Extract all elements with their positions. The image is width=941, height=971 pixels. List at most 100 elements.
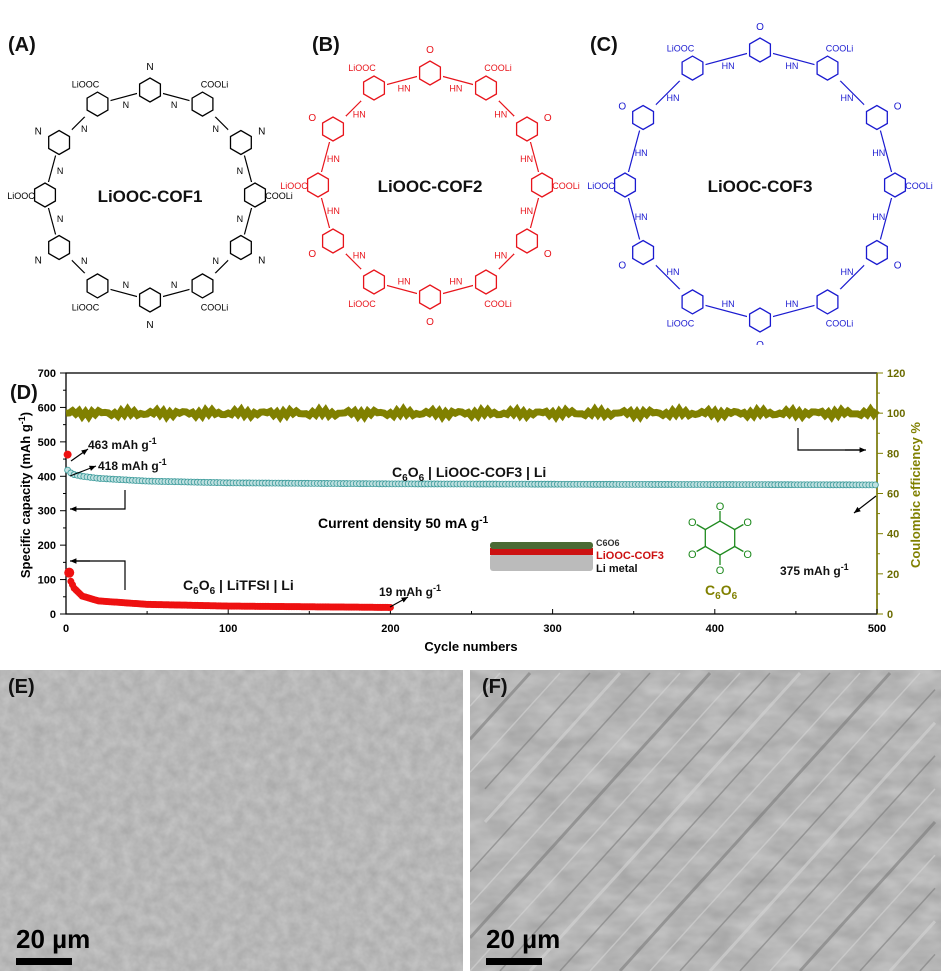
y2-tick-label: 20 [887,569,899,581]
surface-streak [470,672,681,906]
ring [632,239,655,266]
surface-streak [708,721,937,971]
substituent-label: COOLi [905,181,933,191]
ketone-label: O [756,340,764,345]
surface-streak [484,672,591,790]
scale-bar-label: 20 µm [16,924,91,954]
litfsi-series [63,450,394,611]
y-tick-label: 500 [38,437,56,449]
panel-label-e: (E) [8,676,35,698]
link-label: N [81,124,88,134]
panel-label-a: (A) [8,34,36,56]
y2-axis-label: Coulombic efficiency % [908,422,923,568]
link-label: HN [840,267,853,277]
arrow-head [89,465,96,471]
oxygen-label: O [688,517,697,529]
layer-label: Li metal [596,563,638,575]
surface-streak [679,689,936,971]
ring [474,75,498,101]
surface-streak [769,788,936,971]
oxygen-label: O [743,517,752,529]
link-label: HN [353,251,366,261]
link-label: HN [520,206,533,216]
ring [748,307,772,333]
x-tick-label: 500 [868,623,886,635]
ketone-label: O [618,102,626,113]
link-label: HN [449,83,462,93]
annotation-19: 19 mAh g-1 [379,583,441,599]
surface-streak [528,671,802,971]
ring [418,60,442,86]
surface-streak [470,671,712,939]
ketone-label: O [894,261,902,272]
surface-streak [829,854,936,971]
ketone-label: O [618,261,626,272]
ring [816,289,839,315]
link-label: HN [785,299,798,309]
cof-structures: N N COOLi N N N COOLi N N N COOLi N N N LiOOC N N N LiOOC N… [7,22,933,345]
ring [86,91,109,117]
annotation-463: 463 mAh g-1 [88,436,157,452]
panel-label-f: (F) [482,676,508,698]
link-label: HN [520,154,533,164]
ring [816,55,839,81]
surface-streak [470,671,532,741]
y-tick-label: 300 [38,506,56,518]
link-label: HN [635,148,648,158]
ketone-label: O [544,249,552,260]
link-label: HN [667,93,680,103]
c6o6-label: C6O6 [705,582,738,602]
ring [681,289,704,315]
ring [515,228,539,254]
link-label: HN [327,154,340,164]
oxygen-label: O [688,549,697,561]
substituent-label: COOLi [265,191,293,201]
substituent-label: LiOOC [348,63,376,73]
panel-label-c: (C) [590,34,618,56]
surface-streak [618,671,892,971]
substituent-label: LiOOC [7,191,35,201]
scale-bar [486,958,542,965]
ring [138,287,162,313]
y2-tick-label: 60 [887,489,899,501]
substituent-label: COOLi [826,319,854,329]
substituent-label: COOLi [484,299,512,309]
link-label: HN [494,251,507,261]
ring [704,520,736,556]
structure-1: N N COOLi N N N COOLi N N N COOLi N N N LiOOC N N N LiOOC N… [7,62,293,331]
c6o6-molecule: O O O O O O [688,501,752,577]
arrow-head [401,597,408,603]
y-tick-label: 700 [38,368,56,380]
link-label: HN [872,212,885,222]
x-tick-label: 0 [63,623,69,635]
ring [748,37,772,63]
ketone-label: O [544,113,552,124]
data-point [64,567,75,578]
substituent-label: LiOOC [587,181,615,191]
y-tick-label: 600 [38,402,56,414]
link-label: N [171,100,178,110]
y2-tick-label: 80 [887,448,899,460]
x-tick-label: 400 [706,623,724,635]
link-label: HN [785,61,798,71]
ring [613,172,637,198]
x-tick-label: 200 [381,623,399,635]
link-label: HN [635,212,648,222]
y-tick-label: 200 [38,540,56,552]
current-density-label: Current density 50 mA g-1 [318,515,489,531]
link-label: N [213,124,220,134]
y-axis-label: Specific capacity (mAh g-1) [17,412,33,578]
link-label: HN [353,109,366,119]
link-label: N [81,256,88,266]
link-label: HN [398,83,411,93]
surface-streak [589,672,861,971]
sem-image-e: (E) 20 µm [0,670,463,971]
surface-streak [470,672,651,873]
surface-streak [470,672,501,707]
ketone-label: O [308,113,316,124]
layer-label: C6O6 [596,538,620,548]
x-tick-label: 300 [543,623,561,635]
link-label: N [237,214,244,224]
link-label: N [35,127,42,138]
litfsi-series-label: C6O6 | LiTFSI | Li [183,577,294,597]
